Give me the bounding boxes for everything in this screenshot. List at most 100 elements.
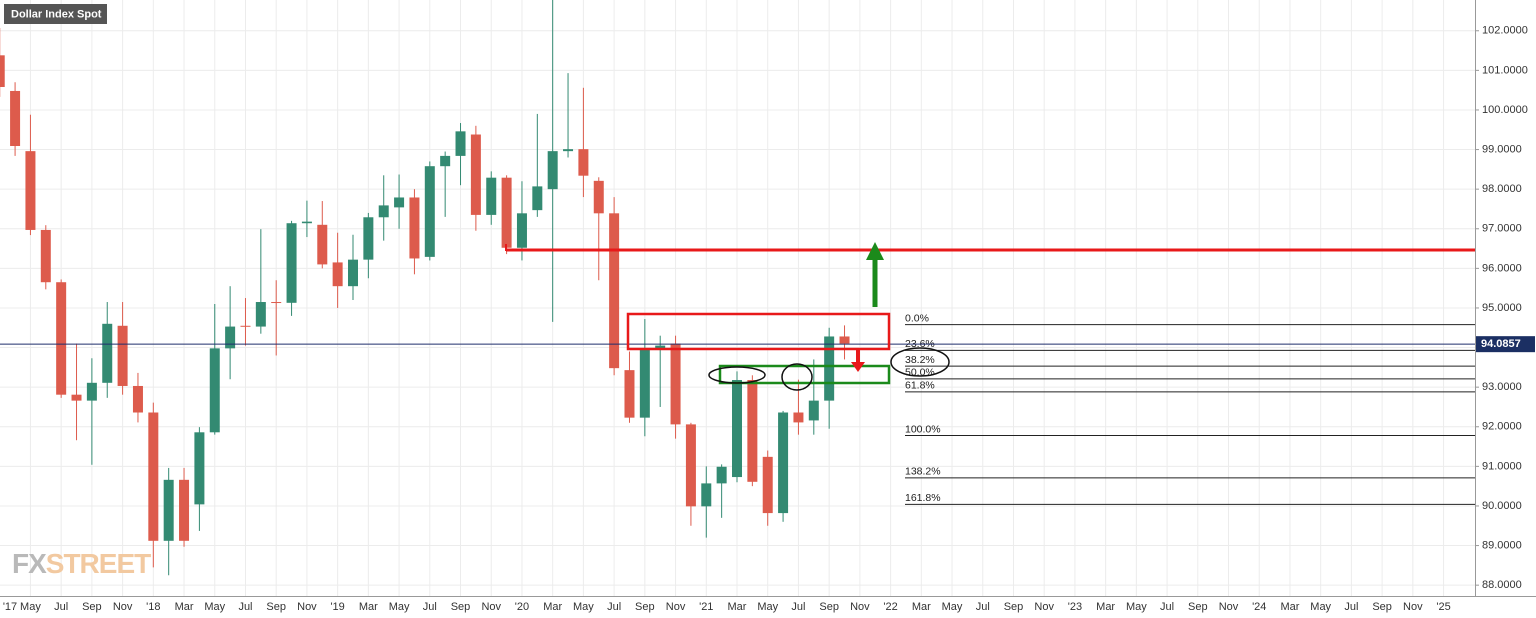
x-tick-label: Mar	[1280, 601, 1299, 613]
x-tick-label: May	[1310, 601, 1331, 613]
candle-body	[716, 466, 727, 484]
down-arrow-head	[851, 362, 865, 372]
x-tick-label: Mar	[1096, 601, 1115, 613]
x-tick-label: Sep	[1372, 601, 1392, 613]
fib-label: 61.8%	[905, 380, 935, 392]
candle-body	[286, 223, 297, 303]
y-tick-label: 91.0000	[1482, 460, 1522, 472]
candle-body	[0, 55, 5, 87]
circle-mark	[708, 366, 766, 384]
x-tick-label: Sep	[635, 601, 655, 613]
candle-body	[793, 412, 804, 423]
candle-body	[132, 385, 143, 413]
red-zone	[626, 312, 891, 351]
candle-body	[639, 348, 650, 418]
candle-body	[747, 380, 758, 482]
circle-mark	[781, 363, 813, 391]
x-tick-label: Mar	[359, 601, 378, 613]
x-tick-label: Jul	[423, 601, 437, 613]
candle-body	[409, 197, 420, 259]
title-box	[4, 4, 107, 24]
x-tick-label: May	[757, 601, 778, 613]
candle-body	[470, 134, 481, 215]
x-tick-label: Mar	[912, 601, 931, 613]
y-tick-label: 95.0000	[1482, 302, 1522, 314]
candle-body	[240, 325, 251, 327]
candle-body	[179, 479, 190, 541]
x-tick-label: Jul	[607, 601, 621, 613]
candle-body	[40, 229, 51, 283]
candle-body	[685, 424, 696, 507]
last-price-label: 94.0857	[1481, 338, 1521, 350]
x-tick-label: '19	[330, 601, 344, 613]
x-tick-label: Nov	[113, 601, 133, 613]
watermark-fx: FX	[12, 548, 47, 579]
candle-body	[86, 382, 97, 401]
chart-title: Dollar Index Spot	[11, 8, 102, 20]
time-axis-bg	[0, 597, 1476, 618]
x-tick-label: Nov	[297, 601, 317, 613]
fib-label: 100.0%	[905, 423, 941, 435]
x-tick-label: Nov	[1034, 601, 1054, 613]
y-tick-label: 96.0000	[1482, 262, 1522, 274]
candle-body	[486, 177, 497, 215]
fib-label: 138.2%	[905, 466, 941, 478]
x-tick-label: Nov	[1219, 601, 1239, 613]
candle-body	[301, 221, 312, 224]
x-tick-label: Jul	[1344, 601, 1358, 613]
candle-body	[762, 456, 773, 514]
candle-body	[516, 213, 527, 248]
candle-body	[148, 412, 159, 541]
price-axis-bg	[1476, 0, 1536, 618]
candle-body	[609, 213, 620, 369]
x-tick-label: Nov	[666, 601, 686, 613]
x-tick-label: '17	[3, 601, 17, 613]
x-tick-label: Sep	[451, 601, 471, 613]
candle-body	[56, 282, 67, 395]
candle-body	[102, 323, 113, 383]
x-tick-label: '23	[1068, 601, 1082, 613]
candle-body	[532, 186, 543, 211]
x-tick-label: '21	[699, 601, 713, 613]
x-tick-label: Nov	[481, 601, 501, 613]
candle-body	[363, 217, 374, 260]
x-tick-label: '24	[1252, 601, 1266, 613]
candle-body	[378, 205, 389, 218]
candle-body	[563, 149, 574, 152]
x-tick-label: Jul	[976, 601, 990, 613]
y-tick-label: 92.0000	[1482, 421, 1522, 433]
candle-body	[670, 343, 681, 425]
x-tick-label: Mar	[728, 601, 747, 613]
y-tick-label: 99.0000	[1482, 143, 1522, 155]
x-tick-label: Mar	[175, 601, 194, 613]
candle-body	[163, 479, 174, 541]
x-tick-label: Sep	[266, 601, 286, 613]
x-tick-label: May	[942, 601, 963, 613]
candle-body	[624, 370, 635, 418]
x-tick-label: '18	[146, 601, 160, 613]
candle-body	[547, 151, 558, 190]
watermark-street: STREET	[46, 548, 151, 579]
candle-body	[271, 302, 282, 304]
candle-body	[10, 90, 21, 146]
x-tick-label: Jul	[791, 601, 805, 613]
candle-body	[117, 325, 128, 386]
candle-body	[209, 348, 220, 433]
candle-body	[501, 177, 512, 248]
watermark: FXSTREET	[12, 548, 151, 579]
x-tick-label: Jul	[1160, 601, 1174, 613]
y-tick-label: 90.0000	[1482, 500, 1522, 512]
overlays: 0.0%23.6%38.2%50.0%61.8%100.0%138.2%161.…	[0, 312, 1475, 505]
candle-body	[225, 326, 236, 349]
x-tick-label: '22	[883, 601, 897, 613]
y-tick-label: 101.0000	[1482, 64, 1528, 76]
candle-body	[839, 336, 850, 344]
x-tick-label: Jul	[54, 601, 68, 613]
candle-body	[71, 394, 82, 401]
candle-body	[778, 412, 789, 514]
circle-mark	[890, 347, 950, 377]
axes: 88.0000 89.0000 90.0000 91.0000 92.0000 93.00…	[3, 25, 1535, 613]
x-tick-label: May	[1126, 601, 1147, 613]
candle-body	[732, 380, 742, 478]
